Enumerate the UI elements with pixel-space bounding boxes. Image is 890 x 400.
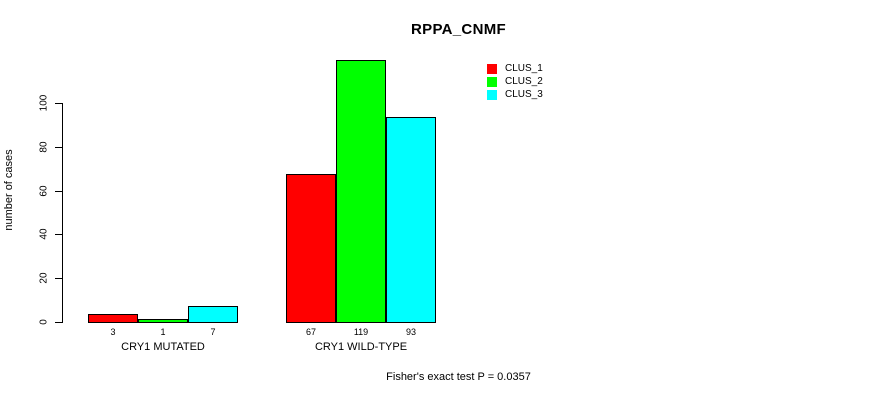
y-axis-label: number of cases xyxy=(3,149,15,231)
y-tick-label: 40 xyxy=(38,228,50,240)
legend-label: CLUS_3 xyxy=(505,89,543,100)
legend-label: CLUS_2 xyxy=(505,76,543,87)
bar xyxy=(386,117,436,323)
bar xyxy=(286,174,336,323)
legend-swatch xyxy=(487,90,497,100)
bar-value-label: 67 xyxy=(305,327,317,337)
legend-label: CLUS_1 xyxy=(505,63,543,74)
footer-annotation: Fisher's exact test P = 0.0357 xyxy=(386,371,531,383)
legend-swatch xyxy=(487,77,497,87)
bar-value-label: 1 xyxy=(160,327,166,337)
bar xyxy=(336,60,386,323)
bar xyxy=(138,319,188,323)
y-axis-line xyxy=(62,103,63,323)
y-tick-label: 80 xyxy=(38,141,50,153)
bar xyxy=(188,306,238,323)
y-tick-label: 20 xyxy=(38,272,50,284)
y-axis-tick xyxy=(55,191,62,192)
bar xyxy=(88,314,138,323)
chart-title: RPPA_CNMF xyxy=(411,21,506,38)
y-tick-label: 60 xyxy=(38,185,50,197)
category-label: CRY1 MUTATED xyxy=(121,341,205,353)
y-axis-tick xyxy=(55,278,62,279)
y-axis-tick xyxy=(55,322,62,323)
legend-swatch xyxy=(487,64,497,74)
y-tick-label: 100 xyxy=(38,94,50,112)
y-tick-label: 0 xyxy=(38,319,50,325)
bar-value-label: 93 xyxy=(405,327,417,337)
category-label: CRY1 WILD-TYPE xyxy=(314,341,408,353)
bar-value-label: 3 xyxy=(110,327,116,337)
y-axis-tick xyxy=(55,234,62,235)
y-axis-tick xyxy=(55,147,62,148)
bar-value-label: 119 xyxy=(353,327,369,337)
bar-value-label: 7 xyxy=(210,327,216,337)
y-axis-tick xyxy=(55,103,62,104)
